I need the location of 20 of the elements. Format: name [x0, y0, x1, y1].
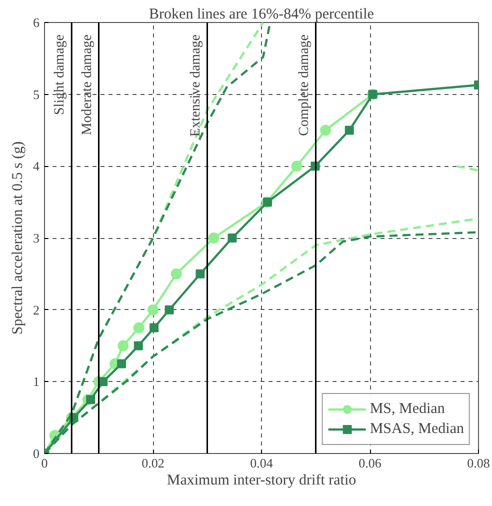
x-tick-label: 0.08 — [467, 456, 490, 470]
y-axis-title: Spectral acceleration at 0.5 s (g) — [10, 141, 26, 335]
y-tick-label: 4 — [33, 158, 40, 174]
y-tick-label: 5 — [33, 86, 40, 102]
ref-line-label: Complete damage — [296, 34, 312, 136]
ref-line-label: Slight damage — [52, 34, 68, 115]
y-tick-label: 3 — [33, 230, 40, 246]
x-tick-label: 0.02 — [142, 456, 164, 470]
x-tick-label: 0.06 — [358, 456, 382, 470]
chart-title: Broken lines are 16%-84% percentile — [149, 6, 374, 22]
x-axis-title: Maximum inter-story drift ratio — [166, 472, 356, 488]
legend-label: MS, Median — [370, 400, 445, 418]
legend-label: MSAS, Median — [370, 420, 464, 438]
x-tick-label: 0.04 — [250, 456, 274, 470]
y-tick-label: 6 — [33, 15, 40, 30]
y-tick-label: 0 — [33, 446, 40, 461]
y-tick-label: 1 — [33, 374, 40, 390]
y-tick-label: 2 — [33, 302, 40, 318]
ref-line-label: Extensive damage — [188, 34, 204, 137]
ref-line-label: Moderate damage — [80, 34, 95, 136]
